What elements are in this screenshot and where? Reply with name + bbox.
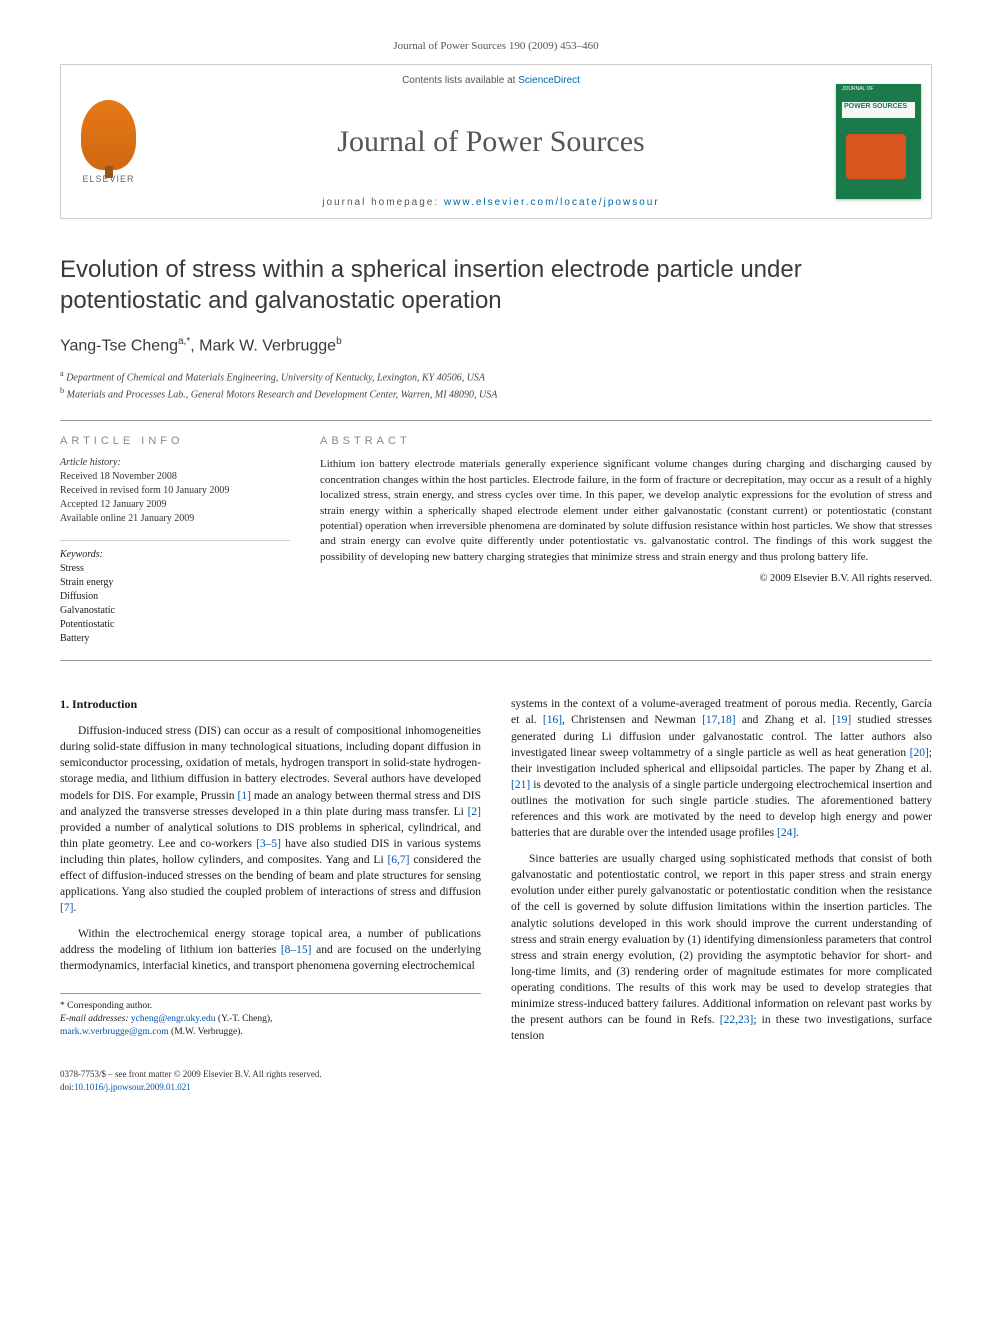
history-line: Received 18 November 2008 bbox=[60, 470, 290, 484]
doi-link[interactable]: 10.1016/j.jpowsour.2009.01.021 bbox=[74, 1082, 191, 1092]
doi-label: doi: bbox=[60, 1082, 74, 1092]
ref-2[interactable]: [2] bbox=[468, 806, 481, 818]
history-line: Available online 21 January 2009 bbox=[60, 512, 290, 526]
history-line: Accepted 12 January 2009 bbox=[60, 498, 290, 512]
affiliations: a Department of Chemical and Materials E… bbox=[60, 368, 932, 403]
homepage-line: journal homepage: www.elsevier.com/locat… bbox=[322, 197, 659, 208]
cover-top-text: JOURNAL OF bbox=[842, 86, 873, 92]
article-title: Evolution of stress within a spherical i… bbox=[60, 254, 932, 316]
page-footer: 0378-7753/$ – see front matter © 2009 El… bbox=[60, 1068, 932, 1093]
homepage-prefix: journal homepage: bbox=[322, 197, 444, 208]
elsevier-logo: ELSEVIER bbox=[61, 65, 156, 218]
body-column-right: systems in the context of a volume-avera… bbox=[511, 696, 932, 1054]
author-list: Yang-Tse Chenga,*, Mark W. Verbruggeb bbox=[60, 336, 932, 355]
abstract-copyright: © 2009 Elsevier B.V. All rights reserved… bbox=[320, 573, 932, 584]
ref-19[interactable]: [19] bbox=[832, 714, 851, 726]
running-header: Journal of Power Sources 190 (2009) 453–… bbox=[60, 40, 932, 52]
ref-3-5[interactable]: [3–5] bbox=[256, 838, 281, 850]
keyword: Battery bbox=[60, 632, 290, 646]
sciencedirect-link[interactable]: ScienceDirect bbox=[518, 75, 580, 86]
keywords-label: Keywords: bbox=[60, 549, 290, 560]
article-info-heading: article info bbox=[60, 435, 290, 447]
journal-cover: JOURNAL OF POWER SOURCES bbox=[826, 65, 931, 218]
keyword: Potentiostatic bbox=[60, 618, 290, 632]
intro-para-3: Since batteries are usually charged usin… bbox=[511, 851, 932, 1044]
ref-24[interactable]: [24] bbox=[777, 827, 796, 839]
ref-22-23[interactable]: [22,23] bbox=[720, 1014, 754, 1026]
journal-banner: ELSEVIER Contents lists available at Sci… bbox=[60, 64, 932, 219]
keyword: Strain energy bbox=[60, 576, 290, 590]
ref-21[interactable]: [21] bbox=[511, 779, 530, 791]
homepage-link[interactable]: www.elsevier.com/locate/jpowsour bbox=[444, 197, 660, 208]
intro-para-2-cont: systems in the context of a volume-avera… bbox=[511, 696, 932, 841]
abstract-text: Lithium ion battery electrode materials … bbox=[320, 457, 932, 565]
ref-8-15[interactable]: [8–15] bbox=[281, 944, 312, 956]
cover-title-text: POWER SOURCES bbox=[844, 103, 907, 110]
history-label: Article history: bbox=[60, 457, 290, 468]
abstract-block: abstract Lithium ion battery electrode m… bbox=[320, 435, 932, 646]
intro-para-1: Diffusion-induced stress (DIS) can occur… bbox=[60, 723, 481, 916]
email-cheng[interactable]: ycheng@engr.uky.edu bbox=[131, 1014, 216, 1024]
keyword: Diffusion bbox=[60, 590, 290, 604]
keyword: Stress bbox=[60, 562, 290, 576]
contents-available-line: Contents lists available at ScienceDirec… bbox=[402, 75, 580, 86]
intro-para-2: Within the electrochemical energy storag… bbox=[60, 926, 481, 974]
ref-17-18[interactable]: [17,18] bbox=[702, 714, 736, 726]
article-info-block: article info Article history: Received 1… bbox=[60, 435, 290, 646]
body-column-left: 1. Introduction Diffusion-induced stress… bbox=[60, 696, 481, 1054]
ref-6-7[interactable]: [6,7] bbox=[387, 854, 409, 866]
email-verbrugge[interactable]: mark.w.verbrugge@gm.com bbox=[60, 1027, 169, 1037]
corresponding-author-footnote: * Corresponding author. E-mail addresses… bbox=[60, 993, 481, 1040]
corresponding-star: * Corresponding author. bbox=[60, 1000, 481, 1013]
keyword: Galvanostatic bbox=[60, 604, 290, 618]
abstract-heading: abstract bbox=[320, 435, 932, 447]
journal-title: Journal of Power Sources bbox=[337, 125, 644, 159]
ref-20[interactable]: [20] bbox=[910, 747, 929, 759]
ref-16[interactable]: [16] bbox=[543, 714, 562, 726]
ref-7[interactable]: [7] bbox=[60, 902, 73, 914]
contents-prefix: Contents lists available at bbox=[402, 75, 518, 86]
section-1-heading: 1. Introduction bbox=[60, 696, 481, 713]
email-label: E-mail addresses: bbox=[60, 1014, 131, 1024]
history-line: Received in revised form 10 January 2009 bbox=[60, 484, 290, 498]
ref-1[interactable]: [1] bbox=[238, 790, 251, 802]
front-matter-line: 0378-7753/$ – see front matter © 2009 El… bbox=[60, 1068, 932, 1081]
elsevier-tree-icon bbox=[81, 100, 136, 170]
